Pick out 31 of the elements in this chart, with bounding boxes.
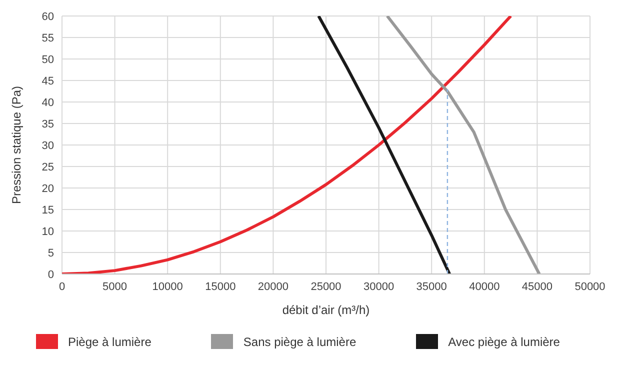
x-tick-label: 0	[58, 280, 66, 293]
x-tick-label: 25000	[310, 280, 342, 293]
y-axis-title: Pression statique (Pa)	[9, 86, 24, 204]
legend-label: Piège à lumière	[68, 334, 152, 348]
y-tick-label: 20	[42, 182, 54, 195]
x-axis-title: débit d’air (m³/h)	[282, 303, 370, 317]
x-tick-label: 15000	[205, 280, 236, 293]
x-tick-label: 30000	[364, 280, 394, 293]
x-tick-label: 10000	[152, 280, 183, 293]
y-tick-label: 5	[48, 247, 54, 260]
line-series	[317, 16, 452, 274]
x-tick-label: 5000	[102, 280, 128, 293]
y-tick-label: 30	[42, 140, 54, 152]
legend-label: Avec piège à lumière	[448, 334, 560, 348]
x-tick-label: 20000	[258, 280, 288, 293]
x-tick-label: 35000	[416, 280, 447, 293]
x-tick-label: 50000	[574, 280, 606, 293]
y-tick-label: 35	[42, 118, 54, 130]
line-series	[386, 16, 541, 274]
y-tick-label: 60	[42, 10, 54, 23]
y-tick-label: 40	[42, 96, 54, 109]
x-tick-label: 45000	[522, 280, 552, 293]
y-tick-label: 50	[42, 54, 54, 66]
y-tick-label: 0	[48, 268, 54, 281]
legend-label: Sans piège à lumière	[243, 334, 356, 348]
x-tick-label: 40000	[469, 280, 500, 293]
y-tick-label: 45	[42, 75, 54, 88]
y-tick-label: 10	[42, 226, 54, 238]
y-tick-label: 25	[42, 161, 54, 174]
y-tick-label: 15	[42, 204, 54, 216]
y-tick-label: 55	[42, 32, 54, 44]
